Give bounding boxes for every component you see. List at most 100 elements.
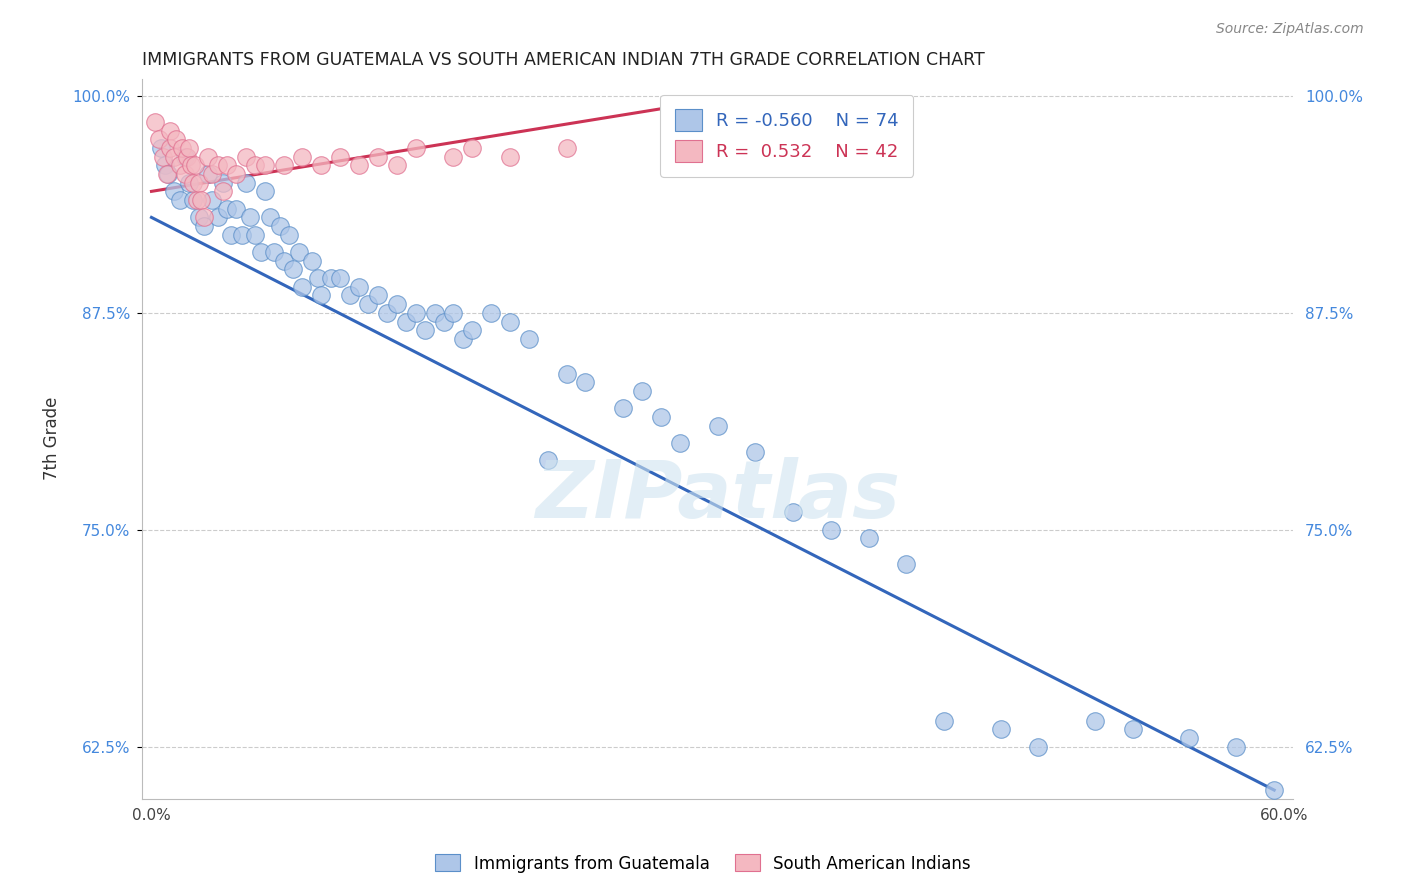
Point [263, 245, 285, 260]
Point [307, 271, 329, 285]
Point [231, 227, 253, 242]
Point [1084, 714, 1107, 728]
Point [273, 158, 295, 172]
Point [187, 176, 209, 190]
Point [155, 167, 177, 181]
Point [631, 384, 654, 398]
Point [163, 185, 186, 199]
Point [219, 227, 242, 242]
Point [207, 211, 229, 225]
Point [250, 245, 273, 260]
Point [193, 219, 215, 233]
Point [574, 376, 596, 390]
Point [269, 219, 291, 233]
Point [143, 115, 166, 129]
Point [461, 141, 484, 155]
Point [517, 332, 540, 346]
Point [1178, 731, 1201, 745]
Point [301, 253, 323, 268]
Point [395, 314, 418, 328]
Point [287, 245, 309, 260]
Point [291, 280, 314, 294]
Point [311, 158, 333, 172]
Point [163, 150, 186, 164]
Point [479, 306, 502, 320]
Point [405, 306, 427, 320]
Point [329, 150, 352, 164]
Point [212, 185, 235, 199]
Text: Source: ZipAtlas.com: Source: ZipAtlas.com [1216, 22, 1364, 37]
Point [169, 158, 191, 172]
Point [179, 176, 201, 190]
Point [176, 150, 198, 164]
Point [405, 141, 427, 155]
Text: IMMIGRANTS FROM GUATEMALA VS SOUTH AMERICAN INDIAN 7TH GRADE CORRELATION CHART: IMMIGRANTS FROM GUATEMALA VS SOUTH AMERI… [142, 51, 984, 69]
Point [170, 141, 193, 155]
Point [157, 167, 180, 181]
Point [259, 211, 281, 225]
Point [339, 288, 361, 302]
Point [197, 150, 219, 164]
Point [159, 123, 181, 137]
Point [1028, 739, 1050, 754]
Point [820, 523, 842, 537]
Point [235, 150, 257, 164]
Point [193, 211, 215, 225]
Point [201, 193, 224, 207]
Point [367, 150, 389, 164]
Point [1225, 739, 1247, 754]
Point [215, 202, 238, 216]
Point [932, 714, 955, 728]
Point [555, 367, 578, 381]
Point [413, 323, 436, 337]
Point [212, 176, 235, 190]
Point [148, 132, 170, 146]
Point [180, 158, 202, 172]
Point [201, 167, 224, 181]
Point [181, 176, 204, 190]
Point [311, 288, 333, 302]
Point [239, 211, 262, 225]
Point [858, 532, 880, 546]
Point [1122, 723, 1144, 737]
Point [782, 505, 804, 519]
Point [499, 150, 522, 164]
Point [347, 158, 370, 172]
Point [385, 297, 408, 311]
Point [235, 176, 257, 190]
Point [253, 158, 276, 172]
Point [253, 185, 276, 199]
Point [706, 418, 728, 433]
Point [990, 723, 1012, 737]
Point [347, 280, 370, 294]
Point [179, 141, 201, 155]
Point [149, 141, 172, 155]
Point [278, 227, 301, 242]
Point [281, 262, 304, 277]
Text: ZIPatlas: ZIPatlas [536, 458, 900, 535]
Point [165, 132, 187, 146]
Point [207, 158, 229, 172]
Point [153, 158, 176, 172]
Point [291, 150, 314, 164]
Point [186, 193, 208, 207]
Point [499, 314, 522, 328]
Point [433, 314, 456, 328]
Point [896, 558, 918, 572]
Point [612, 401, 634, 416]
Point [441, 306, 464, 320]
Point [169, 193, 191, 207]
Point [357, 297, 380, 311]
Point [650, 409, 672, 424]
Point [385, 158, 408, 172]
Point [174, 150, 197, 164]
Point [225, 167, 247, 181]
Point [174, 167, 197, 181]
Point [1263, 783, 1285, 797]
Legend: Immigrants from Guatemala, South American Indians: Immigrants from Guatemala, South America… [429, 847, 977, 880]
Point [225, 202, 247, 216]
Point [555, 141, 578, 155]
Point [329, 271, 352, 285]
Point [367, 288, 389, 302]
Legend: R = -0.560    N = 74, R =  0.532    N = 42: R = -0.560 N = 74, R = 0.532 N = 42 [659, 95, 912, 177]
